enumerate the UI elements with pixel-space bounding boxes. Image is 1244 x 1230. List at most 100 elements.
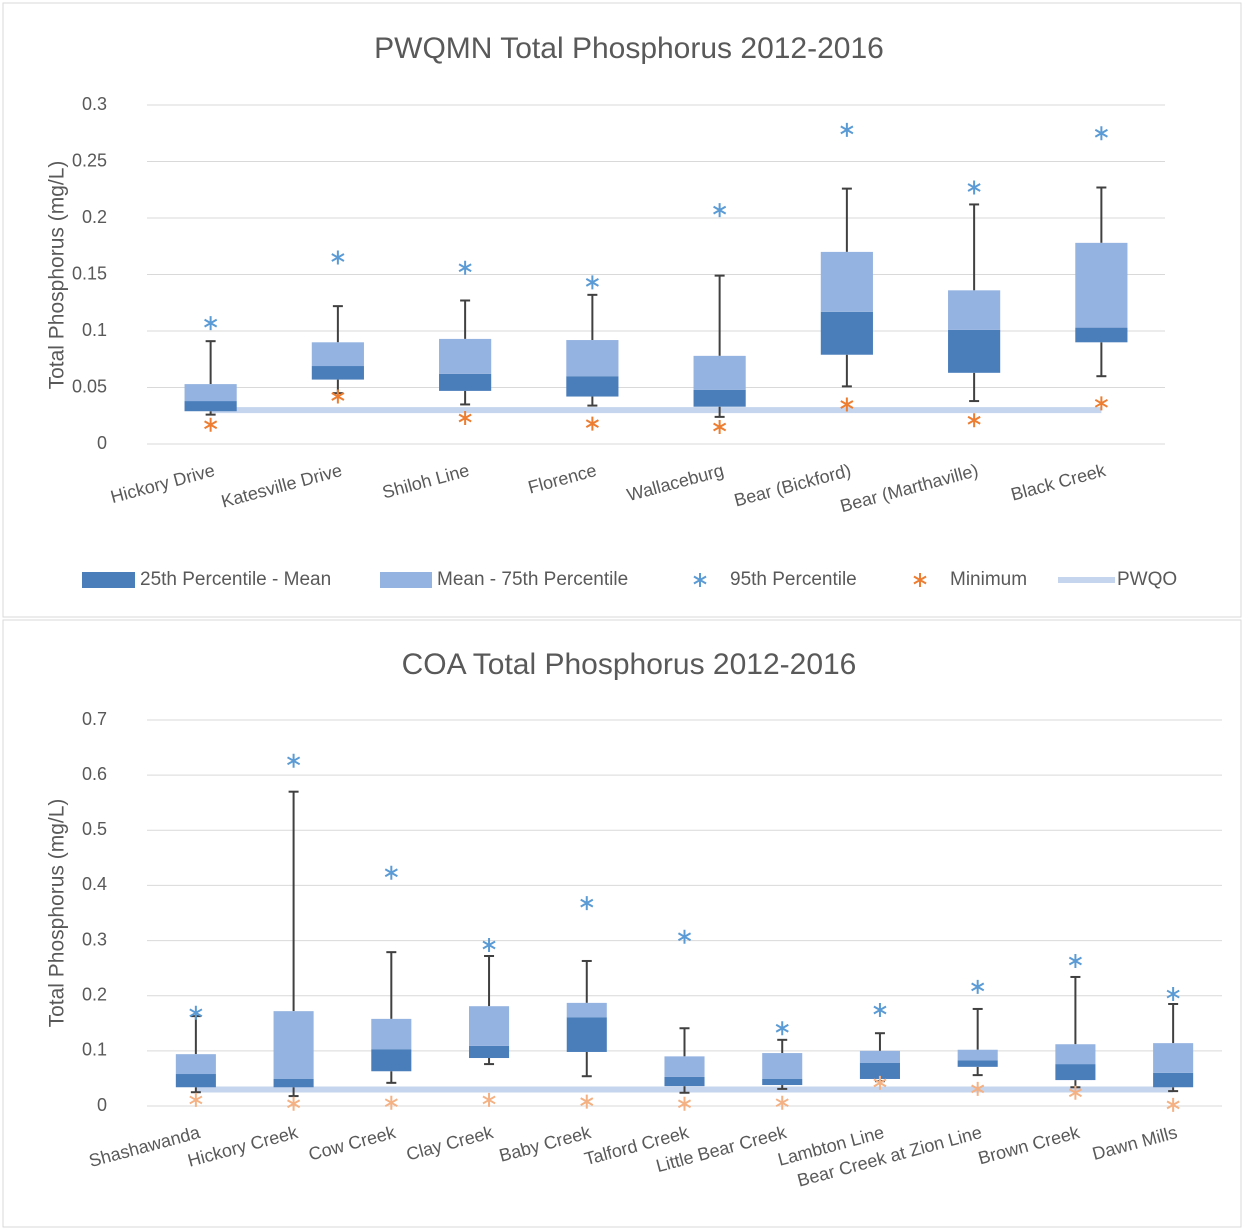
minimum-marker [580, 1094, 594, 1109]
box-lower [566, 376, 619, 397]
minimum-marker [677, 1096, 692, 1111]
legend-label: 25th Percentile - Mean [140, 569, 331, 590]
p95-marker [775, 1021, 789, 1036]
box-upper [566, 1002, 607, 1018]
y-tick-label: 0.1 [82, 1040, 107, 1060]
box-upper [371, 1018, 412, 1050]
box-lower [1055, 1064, 1096, 1081]
chart-frame [2, 2, 1242, 618]
box-upper [693, 355, 746, 390]
p95-marker [331, 250, 345, 265]
box-lower [469, 1045, 510, 1059]
box-upper [1075, 242, 1128, 328]
box-lower [948, 329, 1001, 373]
minimum-marker [840, 397, 854, 412]
y-tick-label: 0.1 [82, 320, 107, 340]
box-upper [1153, 1043, 1194, 1073]
y-tick-label: 0 [97, 1095, 107, 1115]
box-lower [693, 389, 746, 407]
p95-marker [840, 122, 854, 137]
box-upper [566, 340, 619, 377]
legend-swatch [380, 572, 432, 588]
p95-marker [971, 979, 985, 994]
y-tick-label: 0.7 [82, 709, 107, 729]
y-tick-label: 0.3 [82, 94, 107, 114]
y-tick-label: 0.6 [82, 764, 107, 784]
minimum-marker [331, 389, 345, 404]
chart-title: PWQMN Total Phosphorus 2012-2016 [374, 32, 884, 65]
minimum-marker [1166, 1097, 1180, 1112]
minimum-marker [873, 1075, 887, 1090]
box-lower [1153, 1072, 1194, 1088]
legend-label: 95th Percentile [730, 569, 857, 590]
chart-title: COA Total Phosphorus 2012-2016 [402, 648, 857, 681]
minimum-marker [458, 411, 472, 426]
y-tick-label: 0.15 [72, 263, 107, 283]
box-upper [859, 1050, 900, 1063]
p95-marker [967, 180, 981, 195]
legend-swatch [693, 573, 707, 587]
chart-frame [2, 619, 1242, 1228]
box-upper [762, 1053, 803, 1079]
box-lower [957, 1060, 998, 1067]
minimum-marker [713, 420, 727, 435]
box-lower [859, 1062, 900, 1079]
box-upper [175, 1054, 216, 1075]
legend-swatch [82, 572, 135, 588]
y-tick-label: 0.3 [82, 929, 107, 949]
y-tick-label: 0.25 [72, 150, 107, 170]
box-upper [820, 251, 873, 312]
minimum-marker [287, 1096, 301, 1111]
p95-marker [287, 753, 301, 768]
p95-marker [482, 937, 496, 952]
p95-marker [384, 865, 398, 880]
p95-marker [204, 316, 218, 331]
box-lower [311, 366, 364, 380]
p95-marker [1094, 126, 1108, 141]
p95-marker [1068, 953, 1082, 968]
p95-marker [677, 929, 692, 944]
y-axis-label: Total Phosphorus (mg/L) [46, 799, 69, 1028]
minimum-marker [204, 417, 218, 432]
legend-label: PWQO [1117, 569, 1177, 590]
legend-swatch [913, 573, 927, 587]
y-axis-label: Total Phosphorus (mg/L) [46, 161, 69, 390]
p95-marker [1166, 987, 1180, 1002]
p95-marker [873, 1003, 887, 1018]
box-upper [311, 342, 364, 367]
box-upper [664, 1056, 705, 1077]
box-upper [957, 1049, 998, 1061]
y-tick-label: 0.2 [82, 984, 107, 1004]
box-upper [273, 1011, 314, 1079]
legend-label: Mean - 75th Percentile [437, 569, 628, 590]
minimum-marker [384, 1095, 398, 1110]
box-upper [439, 338, 492, 374]
box-lower [439, 373, 492, 391]
box-upper [469, 1006, 510, 1046]
p95-marker [458, 260, 472, 275]
y-tick-label: 0.2 [82, 207, 107, 227]
minimum-marker [775, 1095, 789, 1110]
minimum-marker [482, 1092, 496, 1107]
p95-marker [580, 896, 594, 911]
box-upper [184, 384, 237, 402]
box-lower [175, 1074, 216, 1088]
y-tick-label: 0.4 [82, 874, 107, 894]
y-tick-label: 0 [97, 433, 107, 453]
box-lower [762, 1078, 803, 1086]
box-lower [566, 1017, 607, 1052]
box-lower [371, 1049, 412, 1072]
box-lower [820, 311, 873, 355]
box-lower [664, 1076, 705, 1087]
box-lower [184, 401, 237, 412]
p95-marker [585, 275, 599, 290]
minimum-marker [189, 1092, 203, 1107]
minimum-marker [1094, 396, 1108, 411]
minimum-marker [967, 413, 981, 428]
p95-marker [713, 203, 727, 218]
p95-marker [189, 1005, 203, 1020]
minimum-marker [585, 416, 599, 431]
box-lower [1075, 327, 1128, 343]
